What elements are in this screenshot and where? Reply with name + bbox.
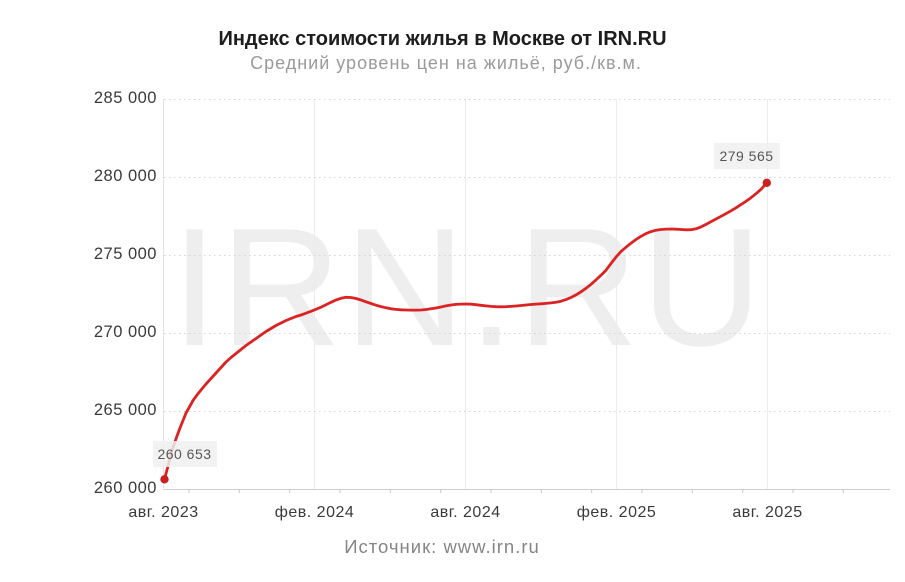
svg-text:IRN.RU: IRN.RU [171, 193, 765, 381]
